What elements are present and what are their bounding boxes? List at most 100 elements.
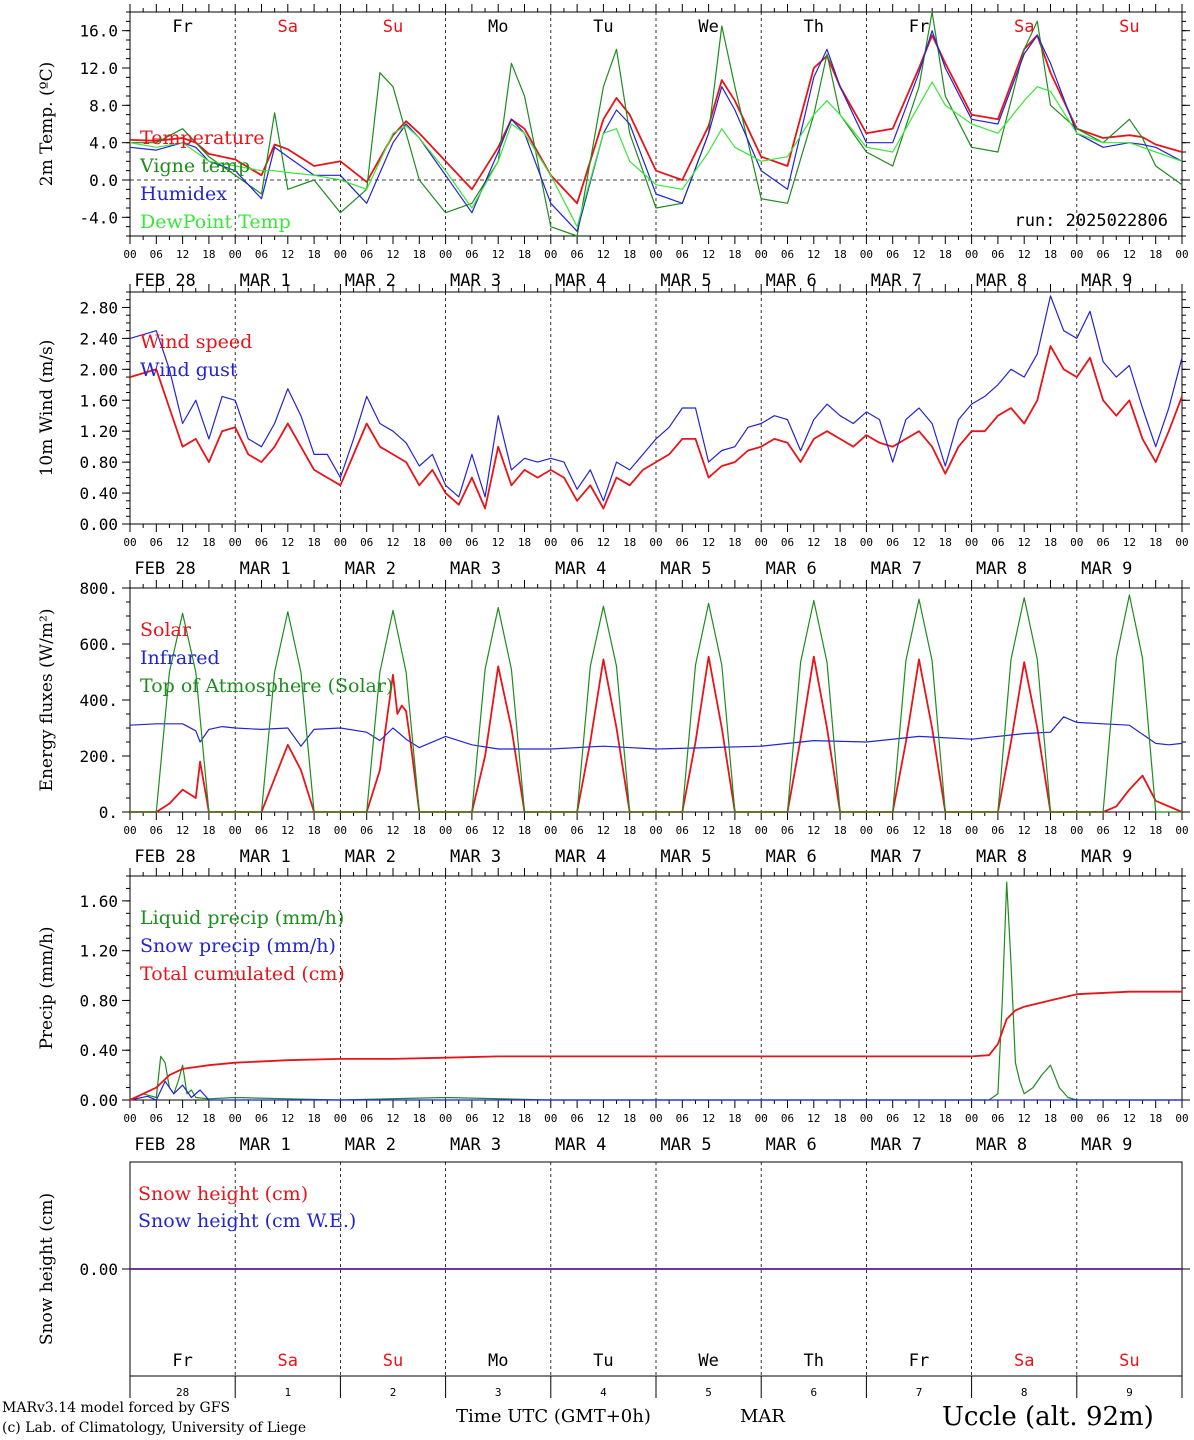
hour-tick-label: 18 [623, 1112, 636, 1125]
hour-tick-label: 18 [623, 248, 636, 261]
day-number: 4 [600, 1386, 607, 1399]
hour-tick-label: 18 [833, 824, 846, 837]
series-line-humidex [129, 30, 1183, 232]
day-number: 1 [284, 1386, 291, 1399]
hour-tick-label: 18 [1044, 824, 1057, 837]
hour-tick-label: 06 [1096, 536, 1109, 549]
y-tick-label: 400. [79, 691, 118, 710]
y-tick-label: 1.60 [79, 391, 118, 410]
series-line-temperature [129, 34, 1183, 205]
day-name: Sa [1014, 1351, 1034, 1371]
hour-tick-label: 18 [1044, 248, 1057, 261]
date-label: MAR 8 [976, 271, 1027, 291]
series-line-vigne-temp [130, 11, 1183, 237]
hour-tick-label: 06 [465, 1112, 478, 1125]
hour-tick-label: 18 [202, 536, 215, 549]
date-label: MAR 2 [345, 559, 396, 579]
hour-tick-label: 12 [702, 824, 715, 837]
y-tick-label: 4.0 [89, 134, 118, 153]
hour-tick-label: 00 [649, 536, 662, 549]
top-day-name: Fr [172, 17, 192, 37]
hour-tick-label: 06 [255, 824, 268, 837]
hour-tick-label: 06 [781, 536, 794, 549]
legend-entry: Snow height (cm W.E.) [138, 1210, 356, 1232]
y-axis-label: Snow height (cm) [37, 1193, 57, 1345]
hour-tick-label: 00 [1070, 1112, 1083, 1125]
panel-1 [122, 4, 1190, 244]
date-label: FEB 28 [134, 847, 195, 867]
series-line-top-of-atmosphere-solar- [130, 594, 1182, 813]
date-label: MAR 5 [660, 559, 711, 579]
y-tick-label: 800. [79, 579, 118, 598]
hour-tick-label: 06 [255, 248, 268, 261]
hour-tick-label: 12 [176, 536, 189, 549]
hour-tick-label: 12 [386, 1112, 399, 1125]
hour-tick-label: 18 [307, 248, 320, 261]
model-credit: MARv3.14 model forced by GFS [2, 1400, 231, 1416]
hour-tick-label: 12 [807, 1112, 820, 1125]
hour-tick-label: 00 [123, 1112, 136, 1125]
hour-tick-label: 00 [229, 248, 242, 261]
hour-tick-label: 12 [492, 248, 505, 261]
series-line-wind-speed [129, 345, 1183, 510]
hour-tick-label: 06 [886, 1112, 899, 1125]
day-number: 2 [390, 1386, 397, 1399]
y-tick-label: 1.20 [79, 422, 118, 441]
hour-tick-label: 12 [281, 536, 294, 549]
hour-tick-label: 18 [1149, 248, 1162, 261]
hour-tick-label: 00 [229, 536, 242, 549]
hour-tick-label: 18 [518, 1112, 531, 1125]
legend-entry: Temperature [140, 127, 264, 149]
hour-tick-label: 00 [334, 536, 347, 549]
hour-tick-label: 12 [492, 824, 505, 837]
y-tick-label: 0.0 [89, 171, 118, 190]
legend-entry: DewPoint Temp [140, 211, 291, 233]
top-day-name: Mo [488, 17, 508, 37]
hour-tick-label: 12 [597, 824, 610, 837]
y-axis-label: Precip (mm/h) [37, 926, 57, 1049]
hour-tick-label: 12 [1018, 824, 1031, 837]
hour-tick-label: 12 [386, 824, 399, 837]
hour-tick-label: 06 [360, 536, 373, 549]
hour-tick-label: 12 [1018, 1112, 1031, 1125]
hour-tick-label: 00 [755, 824, 768, 837]
top-day-name: Sa [1014, 17, 1034, 37]
date-label: MAR 2 [345, 271, 396, 291]
hour-tick-label: 18 [202, 1112, 215, 1125]
hour-tick-label: 00 [755, 248, 768, 261]
date-label: MAR 9 [1081, 1135, 1132, 1155]
hour-tick-label: 00 [544, 824, 557, 837]
y-tick-label: 600. [79, 635, 118, 654]
hour-tick-label: 00 [334, 248, 347, 261]
day-number: 3 [495, 1386, 502, 1399]
hour-tick-label: 12 [176, 1112, 189, 1125]
hour-tick-label: 06 [1096, 1112, 1109, 1125]
hour-tick-label: 00 [1175, 248, 1188, 261]
hour-tick-label: 12 [1123, 1112, 1136, 1125]
legend-entry: Liquid precip (mm/h) [140, 907, 344, 929]
hour-tick-label: 00 [649, 1112, 662, 1125]
hour-tick-label: 00 [649, 824, 662, 837]
legend-entry: Snow height (cm) [138, 1183, 308, 1205]
y-tick-label: 8.0 [89, 96, 118, 115]
series-line-total-cumulated-cm- [129, 990, 1182, 1101]
date-label: FEB 28 [134, 559, 195, 579]
y-tick-label: 2.00 [79, 360, 118, 379]
hour-tick-label: 00 [1175, 536, 1188, 549]
date-label: MAR 6 [766, 559, 817, 579]
hour-tick-label: 00 [544, 536, 557, 549]
date-label: MAR 9 [1081, 271, 1132, 291]
hour-tick-label: 18 [833, 248, 846, 261]
hour-tick-label: 00 [1070, 248, 1083, 261]
hour-tick-label: 12 [1123, 248, 1136, 261]
hour-tick-label: 00 [544, 1112, 557, 1125]
hour-tick-label: 06 [360, 824, 373, 837]
hour-tick-label: 12 [597, 248, 610, 261]
hour-tick-label: 18 [413, 248, 426, 261]
hour-tick-label: 00 [860, 824, 873, 837]
hour-tick-label: 18 [623, 824, 636, 837]
hour-tick-label: 18 [413, 824, 426, 837]
hour-tick-label: 06 [570, 536, 583, 549]
legend-entry: Top of Atmosphere (Solar) [140, 675, 393, 697]
date-label: MAR 6 [766, 847, 817, 867]
